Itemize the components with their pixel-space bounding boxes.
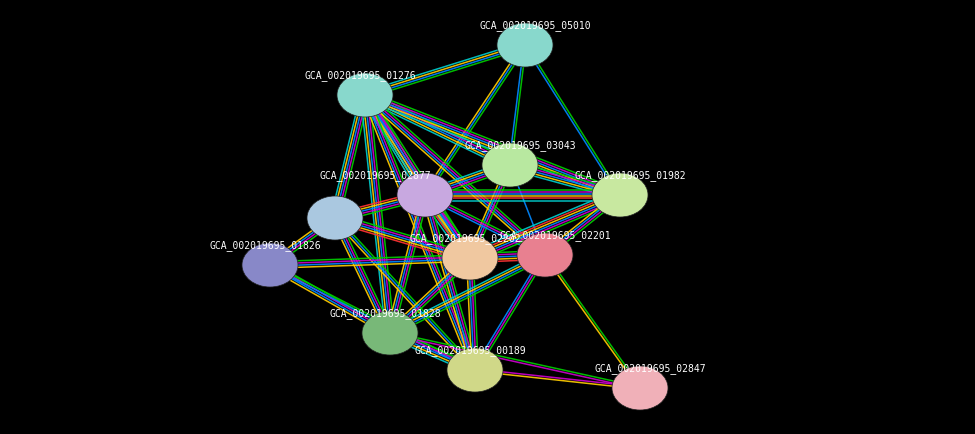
Ellipse shape xyxy=(242,243,298,287)
Ellipse shape xyxy=(497,23,553,67)
Text: GCA_002019695_03043: GCA_002019695_03043 xyxy=(464,140,576,151)
Ellipse shape xyxy=(592,173,648,217)
Ellipse shape xyxy=(447,348,503,392)
Text: GCA_002019695_00189: GCA_002019695_00189 xyxy=(414,345,526,356)
Text: GCA_002019695_05010: GCA_002019695_05010 xyxy=(479,20,591,31)
Ellipse shape xyxy=(517,233,573,277)
Text: GCA_002019695_02202: GCA_002019695_02202 xyxy=(410,233,521,244)
Text: GCA_002019695_01826: GCA_002019695_01826 xyxy=(210,240,321,251)
Ellipse shape xyxy=(442,236,498,280)
Ellipse shape xyxy=(612,366,668,410)
Text: GCA_002019695_01982: GCA_002019695_01982 xyxy=(574,170,685,181)
Ellipse shape xyxy=(482,143,538,187)
Text: GCA_002019695_02201: GCA_002019695_02201 xyxy=(499,230,610,241)
Ellipse shape xyxy=(307,196,363,240)
Ellipse shape xyxy=(397,173,453,217)
Ellipse shape xyxy=(362,311,418,355)
Text: GCA_002019695_02847: GCA_002019695_02847 xyxy=(594,363,706,374)
Text: GCA_002019695_01276: GCA_002019695_01276 xyxy=(304,70,415,81)
Text: GCA_002019695_01828: GCA_002019695_01828 xyxy=(330,308,441,319)
Text: GCA_002019695_02877: GCA_002019695_02877 xyxy=(319,170,431,181)
Ellipse shape xyxy=(337,73,393,117)
